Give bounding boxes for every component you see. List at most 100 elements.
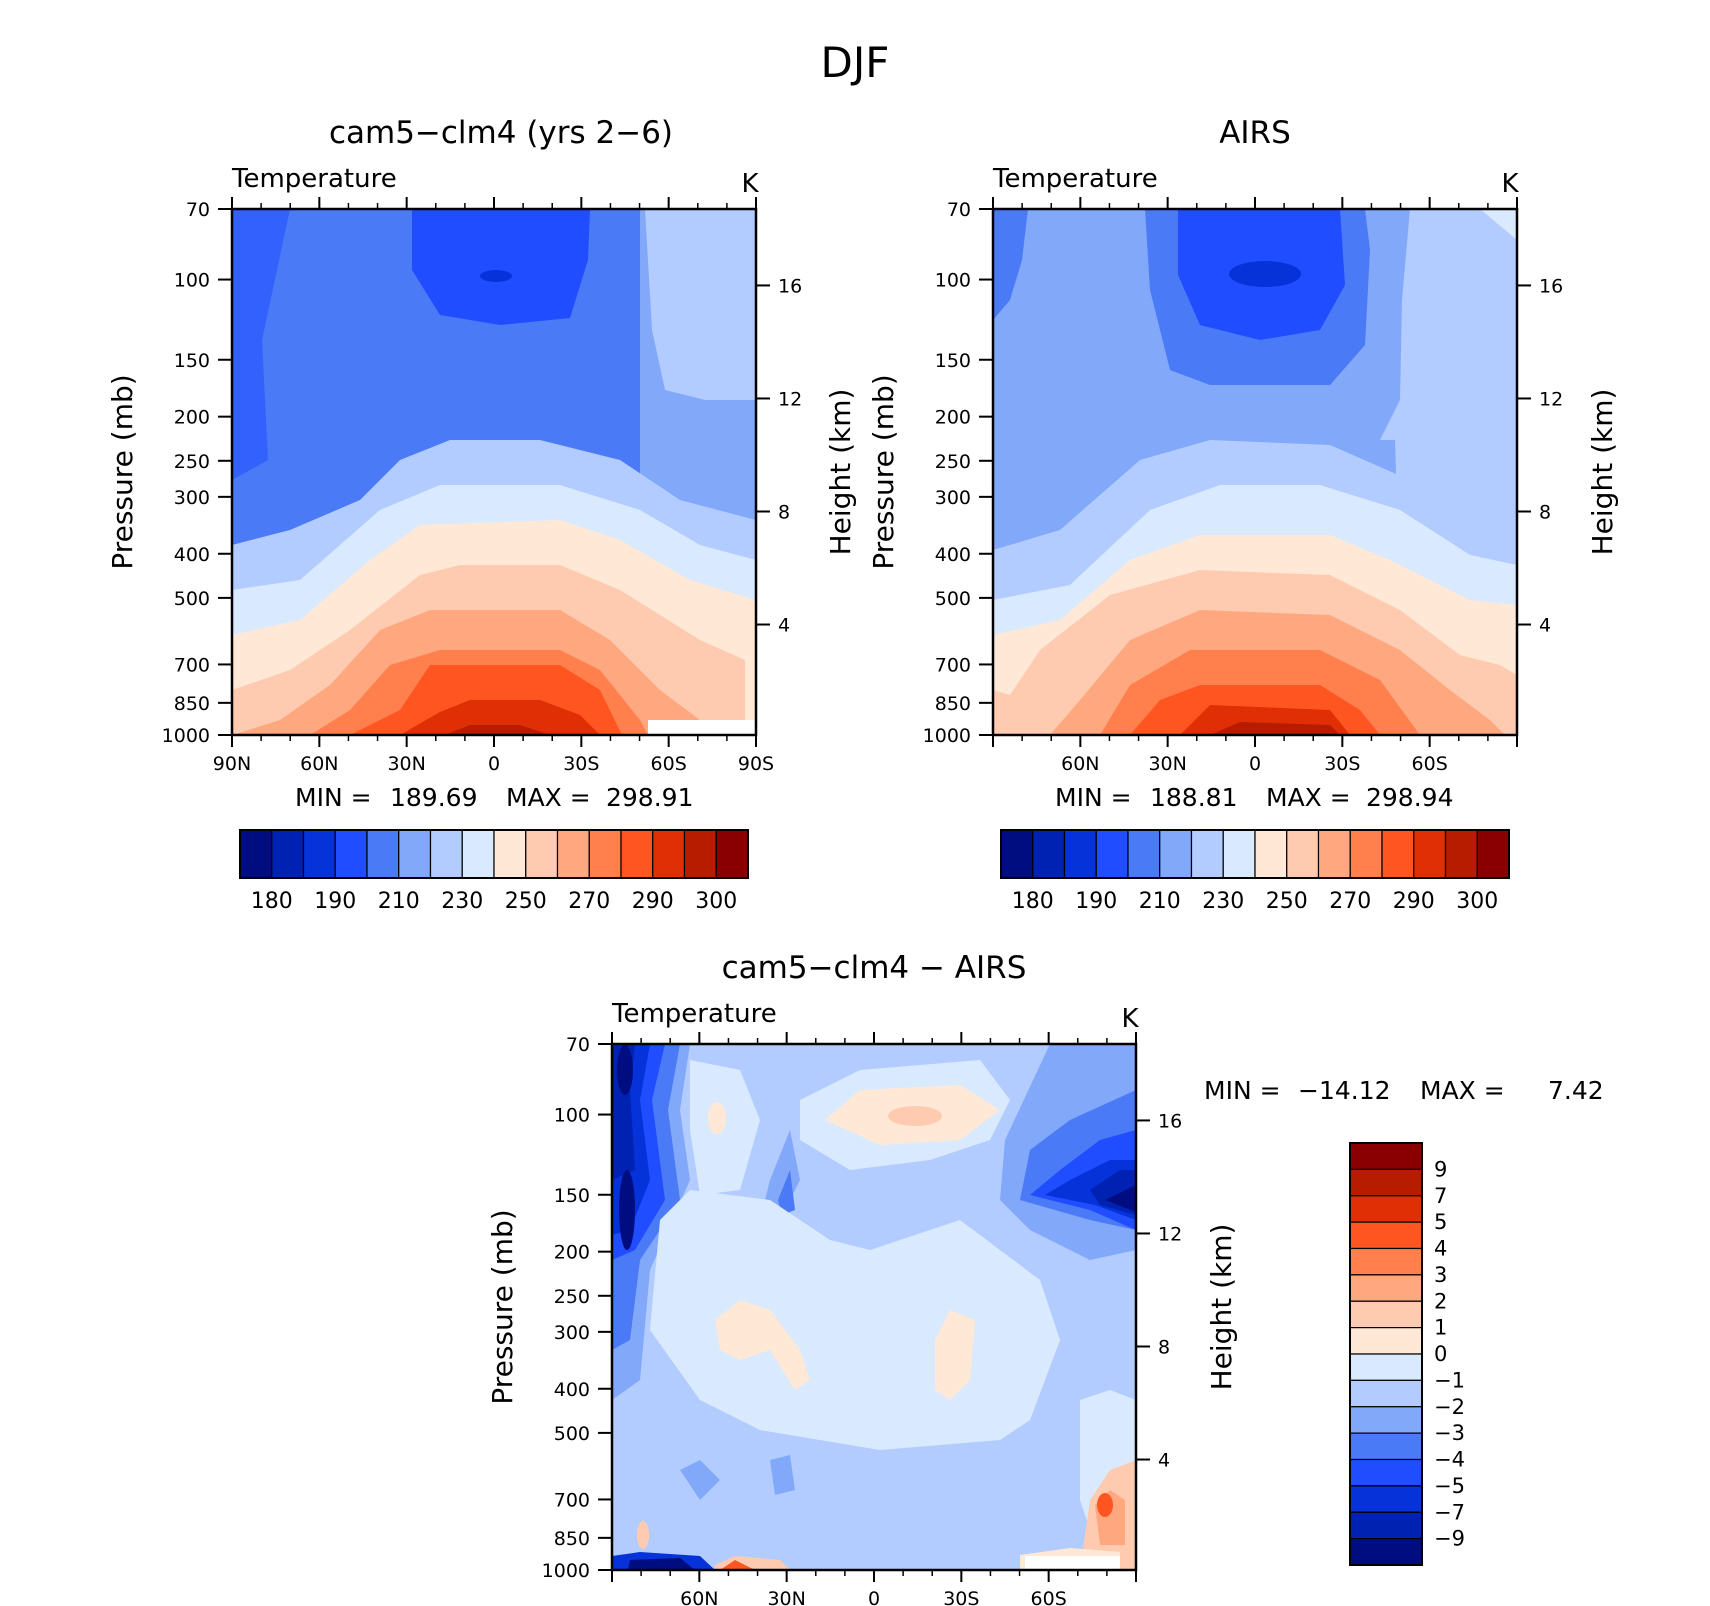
x-tick-label: 0 — [868, 1588, 880, 1606]
colorbar-swatch — [1000, 829, 1034, 879]
colorbar-label: −9 — [1434, 1527, 1465, 1551]
colorbar-swatch — [1254, 829, 1288, 879]
panel-3-x-axis: 60N 30N 0 30S 60S — [611, 1032, 1137, 1606]
colorbar-swatch — [1349, 1168, 1423, 1197]
colorbar-swatch — [1476, 829, 1510, 879]
colorbar-swatch — [1349, 1538, 1423, 1566]
colorbar-swatch — [1095, 829, 1129, 879]
panel-2-variable-label: Temperature — [992, 164, 1158, 194]
colorbar-swatch — [1349, 1485, 1423, 1513]
colorbar-label: 250 — [505, 889, 547, 914]
x-tick-label: 30S — [1324, 753, 1360, 775]
colorbar-label: −1 — [1434, 1368, 1465, 1392]
x-tick-label: 30S — [563, 753, 599, 775]
colorbar-label: 300 — [695, 889, 737, 914]
colorbar-swatch — [302, 829, 336, 879]
y-tick-label: 700 — [935, 654, 971, 676]
colorbar-swatch — [1349, 1300, 1423, 1329]
colorbar-swatch — [1159, 829, 1193, 879]
colorbar-swatch — [1317, 829, 1351, 879]
panel-2-field — [993, 209, 1517, 735]
y-tick-label: 1000 — [542, 1560, 590, 1582]
colorbar-swatch — [1349, 1195, 1423, 1223]
colorbar-label: 3 — [1434, 1263, 1447, 1287]
colorbar-swatch — [652, 829, 686, 879]
panel-3: cam5−clm4 − AIRS Temperature K — [486, 950, 1604, 1606]
y-tick-label: 100 — [554, 1105, 590, 1127]
colorbar-swatch — [1381, 829, 1415, 879]
colorbar-swatch — [1349, 829, 1383, 879]
panel-3-units-label: K — [1121, 1004, 1139, 1034]
panel-1: cam5−clm4 (yrs 2−6) Temperature K 70 100 1… — [106, 115, 857, 914]
x-tick-label: 30N — [767, 1588, 805, 1606]
x-tick-label: 30S — [943, 1588, 979, 1606]
y-tick-label: 500 — [554, 1423, 590, 1445]
y-tick-label: 850 — [174, 693, 210, 715]
panel-1-min-value: 189.69 — [390, 783, 477, 812]
colorbar-swatch — [366, 829, 400, 879]
colorbar-swatch — [493, 829, 527, 879]
colorbar-label: −2 — [1434, 1395, 1465, 1419]
colorbar-label: 9 — [1434, 1157, 1447, 1181]
colorbar-swatch — [683, 829, 717, 879]
colorbar-swatch — [1349, 1353, 1423, 1381]
height-tick-label: 4 — [778, 615, 790, 637]
y-tick-label: 300 — [935, 487, 971, 509]
y-tick-label: 200 — [935, 407, 971, 429]
panel-1-title: cam5−clm4 (yrs 2−6) — [329, 115, 673, 151]
height-tick-label: 4 — [1539, 615, 1551, 637]
colorbar-label: 250 — [1266, 889, 1308, 914]
colorbar-label: 190 — [1075, 889, 1117, 914]
y-tick-label: 100 — [174, 270, 210, 292]
colorbar-swatch — [1032, 829, 1066, 879]
y-tick-label: 700 — [174, 654, 210, 676]
colorbar-swatch — [1349, 1327, 1423, 1355]
panel-1-variable-label: Temperature — [231, 164, 397, 194]
y-tick-label: 200 — [174, 407, 210, 429]
height-tick-label: 4 — [1158, 1450, 1170, 1472]
colorbar-swatch — [1190, 829, 1224, 879]
colorbar-swatch — [1063, 829, 1097, 879]
height-tick-label: 16 — [1158, 1110, 1182, 1132]
panel-1-field — [232, 209, 756, 735]
colorbar-swatch — [588, 829, 622, 879]
colorbar-swatch — [1349, 1247, 1423, 1276]
y-tick-label: 300 — [174, 487, 210, 509]
colorbar-swatch — [1349, 1379, 1423, 1408]
panel-2: AIRS Temperature K 70 100 150 200 250 300 400 5… — [867, 115, 1619, 914]
colorbar-swatch — [1444, 829, 1478, 879]
panel-2-ylabel-right: Height (km) — [1586, 389, 1619, 556]
panel-2-right-axis: 16 12 8 4 — [1517, 275, 1563, 637]
colorbar-frame — [1000, 829, 1510, 879]
panel-3-right-axis: 16 12 8 4 — [1136, 1110, 1182, 1472]
colorbar-swatch — [239, 829, 273, 879]
panel-3-title: cam5−clm4 − AIRS — [722, 950, 1027, 986]
colorbar-swatch — [1349, 1511, 1423, 1540]
panel-3-field — [612, 1044, 1136, 1570]
panel-2-ylabel: Pressure (mb) — [867, 374, 900, 569]
x-tick-label: 60S — [1031, 1588, 1067, 1606]
y-tick-label: 500 — [935, 588, 971, 610]
colorbar-swatch — [1286, 829, 1320, 879]
height-tick-label: 8 — [778, 501, 790, 523]
y-tick-label: 250 — [554, 1286, 590, 1308]
x-tick-label: 90S — [738, 753, 774, 775]
colorbar-label: 290 — [1393, 889, 1435, 914]
panel-3-max-value: 7.42 — [1548, 1076, 1604, 1105]
panel-3-min-label: MIN = — [1204, 1076, 1281, 1105]
colorbar-label: −3 — [1434, 1421, 1465, 1445]
height-tick-label: 16 — [1539, 275, 1563, 297]
panel-3-ylabel-right: Height (km) — [1205, 1224, 1238, 1391]
y-tick-label: 150 — [935, 350, 971, 372]
y-tick-label: 150 — [174, 350, 210, 372]
colorbar-swatch — [1349, 1221, 1423, 1250]
y-tick-label: 400 — [554, 1379, 590, 1401]
panel-1-min-label: MIN = — [295, 783, 372, 812]
panel-2-units-label: K — [1501, 169, 1519, 199]
x-tick-label: 60S — [651, 753, 687, 775]
panel-1-colorbar: 180 190 210 230 250 270 290 300 — [239, 829, 749, 914]
height-tick-label: 8 — [1539, 501, 1551, 523]
x-tick-label: 30N — [387, 753, 425, 775]
y-tick-label: 70 — [566, 1034, 590, 1056]
panel-3-colorbar: 9 75 432 10−1 −2−3 −4−5−7 −9 — [1349, 1142, 1465, 1566]
